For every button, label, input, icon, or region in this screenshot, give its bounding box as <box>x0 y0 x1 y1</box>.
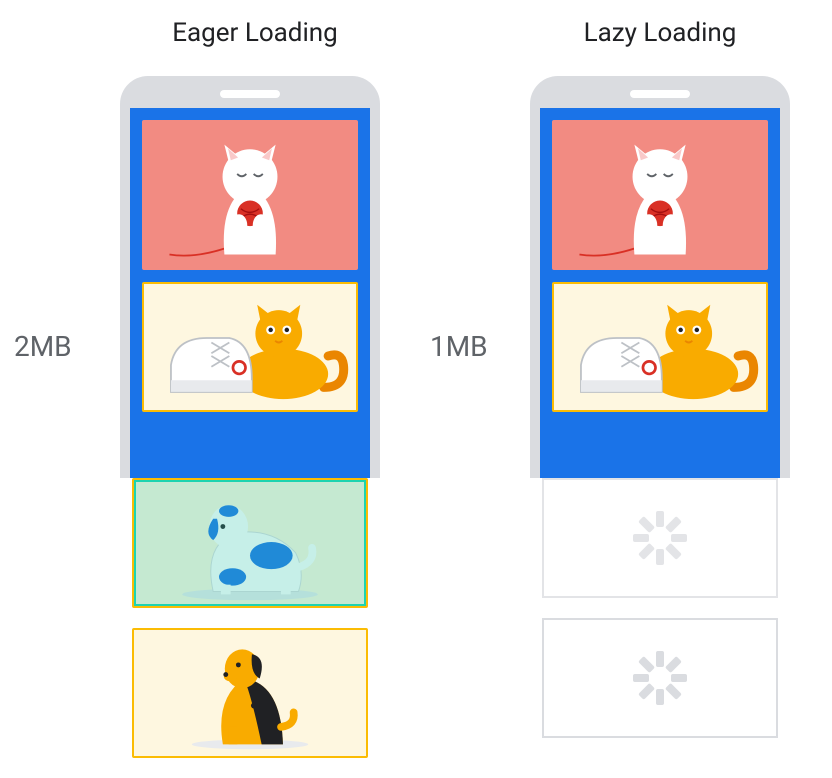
spinner-card <box>542 618 778 738</box>
card-cat-yarn <box>142 120 358 270</box>
cat-yarn-illustration <box>142 120 358 270</box>
lazy-overflow <box>542 478 778 758</box>
cat-shoe-illustration <box>554 284 766 410</box>
card-cat-shoe <box>552 282 768 412</box>
dog-orange-illustration <box>134 630 366 756</box>
phone-screen <box>540 108 780 478</box>
loading-spinner-icon <box>633 651 687 705</box>
loading-spinner-icon <box>633 511 687 565</box>
phone-shell <box>530 76 790 478</box>
card-cat-yarn <box>552 120 768 270</box>
eager-phone <box>120 76 380 478</box>
eager-overflow <box>132 478 368 778</box>
eager-size-label: 2MB <box>14 330 72 363</box>
selection-overlay <box>134 480 366 606</box>
lazy-title: Lazy Loading <box>560 18 760 48</box>
spinner-card <box>542 478 778 598</box>
phone-shell <box>120 76 380 478</box>
card-dog-orange <box>132 628 368 758</box>
card-dog-blue <box>132 478 368 608</box>
eager-title: Eager Loading <box>155 18 355 48</box>
phone-speaker <box>220 90 280 98</box>
lazy-phone <box>530 76 790 478</box>
lazy-size-label: 1MB <box>430 330 488 363</box>
card-cat-shoe <box>142 282 358 412</box>
phone-speaker <box>630 90 690 98</box>
cat-shoe-illustration <box>144 284 356 410</box>
cat-yarn-illustration <box>552 120 768 270</box>
phone-screen <box>130 108 370 478</box>
